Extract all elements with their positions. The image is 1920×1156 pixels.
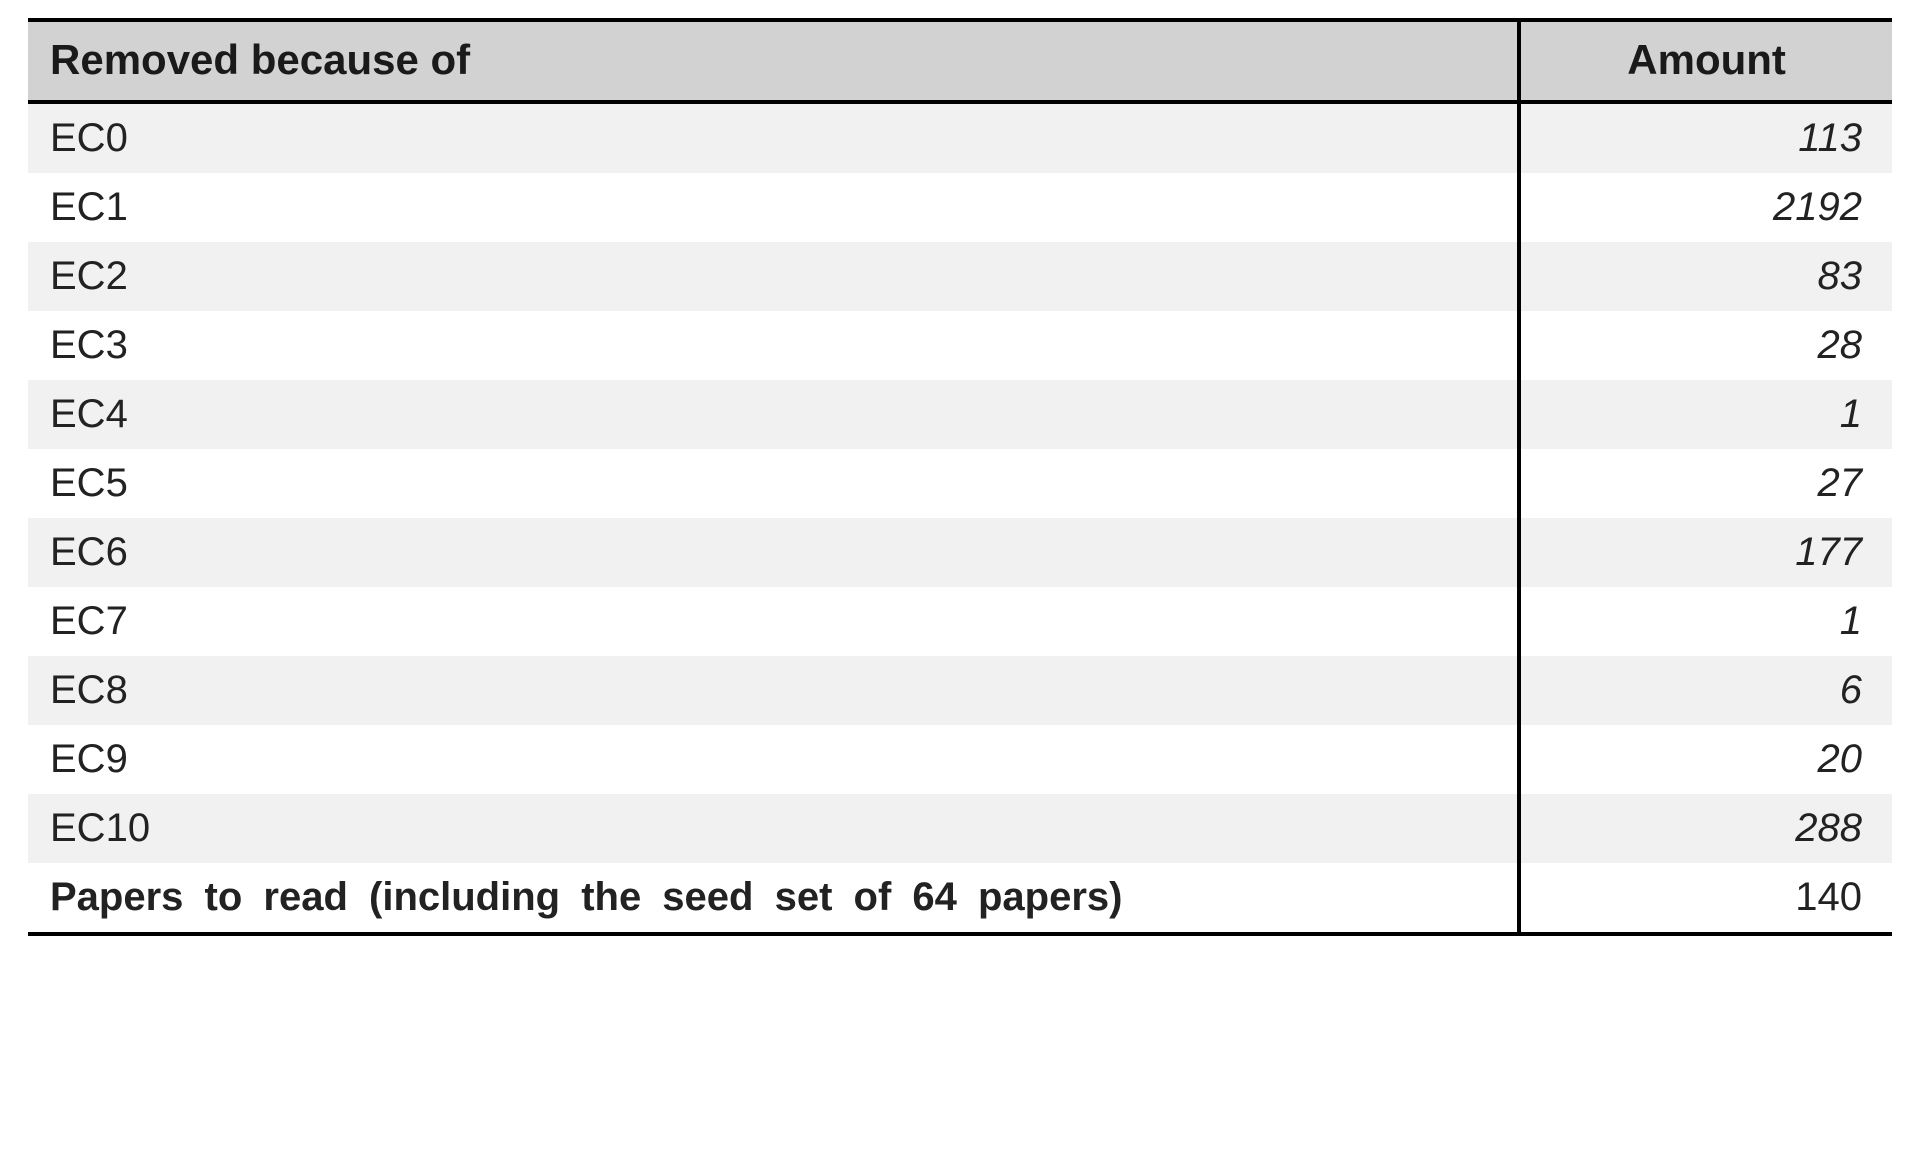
table-row: EC10 288 <box>28 794 1892 863</box>
table-row: EC7 1 <box>28 587 1892 656</box>
table-row: EC1 2192 <box>28 173 1892 242</box>
cell-amount: 20 <box>1519 725 1892 794</box>
table-row: EC5 27 <box>28 449 1892 518</box>
exclusion-summary-table: Removed because of Amount EC0 113 EC1 21… <box>28 18 1892 936</box>
cell-label: EC2 <box>28 242 1519 311</box>
cell-amount: 113 <box>1519 102 1892 173</box>
cell-label: EC8 <box>28 656 1519 725</box>
cell-amount: 6 <box>1519 656 1892 725</box>
table-row: EC4 1 <box>28 380 1892 449</box>
table-row: EC0 113 <box>28 102 1892 173</box>
column-header-amount: Amount <box>1519 20 1892 102</box>
cell-amount: 27 <box>1519 449 1892 518</box>
table-row: EC8 6 <box>28 656 1892 725</box>
cell-label: EC4 <box>28 380 1519 449</box>
table-row: EC2 83 <box>28 242 1892 311</box>
cell-amount: 83 <box>1519 242 1892 311</box>
cell-label: EC1 <box>28 173 1519 242</box>
cell-amount: 1 <box>1519 380 1892 449</box>
cell-label: EC5 <box>28 449 1519 518</box>
table-row: EC3 28 <box>28 311 1892 380</box>
cell-amount: 28 <box>1519 311 1892 380</box>
cell-amount: 2192 <box>1519 173 1892 242</box>
cell-label: EC10 <box>28 794 1519 863</box>
cell-label: EC6 <box>28 518 1519 587</box>
table-row: EC6 177 <box>28 518 1892 587</box>
summary-row: Papers to read (including the seed set o… <box>28 863 1892 934</box>
table-row: EC9 20 <box>28 725 1892 794</box>
cell-label: EC0 <box>28 102 1519 173</box>
table-header-row: Removed because of Amount <box>28 20 1892 102</box>
column-header-removed-because-of: Removed because of <box>28 20 1519 102</box>
cell-label: EC9 <box>28 725 1519 794</box>
summary-amount: 140 <box>1519 863 1892 934</box>
cell-amount: 288 <box>1519 794 1892 863</box>
cell-amount: 177 <box>1519 518 1892 587</box>
cell-label: EC3 <box>28 311 1519 380</box>
cell-amount: 1 <box>1519 587 1892 656</box>
summary-label: Papers to read (including the seed set o… <box>28 863 1519 934</box>
cell-label: EC7 <box>28 587 1519 656</box>
